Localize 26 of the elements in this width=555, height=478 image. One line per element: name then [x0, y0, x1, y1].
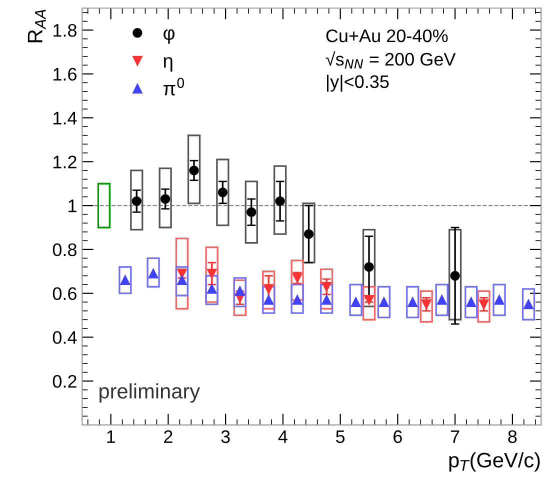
y-tick-label: 1.8 — [54, 24, 76, 37]
x-tick-label: 6 — [394, 430, 402, 444]
legend-label: η — [164, 57, 172, 72]
x-tick-label: 5 — [336, 430, 345, 444]
x-tick-label: 8 — [508, 430, 517, 444]
y-tick-label: 1.2 — [54, 156, 76, 168]
y-tick-label: 0.2 — [52, 375, 76, 388]
annotation: |y|<0.35 — [327, 74, 389, 92]
y-axis-title: R$_{AA}$ — [28, 10, 46, 42]
x-tick-label: 1 — [107, 430, 115, 443]
y-tick-label: 1.4 — [54, 112, 77, 124]
x-tick-label: 4 — [278, 430, 288, 443]
y-tick-label: 0.4 — [52, 331, 77, 344]
annotation: Cu+Au 20-40% — [326, 29, 448, 42]
x-axis-title: p$_{T}$(GeV/c) — [449, 452, 540, 472]
y-tick-label: 0.8 — [52, 243, 76, 256]
y-tick-label: 0.6 — [52, 287, 76, 300]
y-tick-label: 1.6 — [54, 68, 76, 81]
annotation: preliminary — [100, 383, 200, 403]
x-tick-label: 3 — [221, 430, 230, 444]
x-tick-label: 7 — [450, 430, 460, 443]
legend-label: π$^{0}$ — [163, 78, 184, 96]
x-tick-label: 2 — [164, 430, 172, 443]
legend-label: φ — [164, 29, 175, 44]
y-tick-label: 1 — [68, 200, 76, 212]
annotation: √s$_{NN}$ = 200 GeV — [326, 51, 456, 68]
